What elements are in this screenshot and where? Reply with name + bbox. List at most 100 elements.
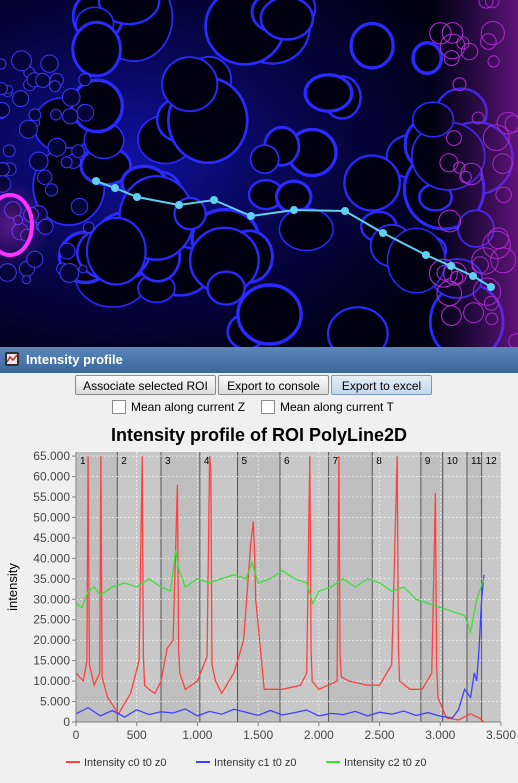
cell xyxy=(343,154,401,212)
roi-point-8[interactable] xyxy=(341,207,349,215)
segment-label: 3 xyxy=(165,456,171,467)
legend-label: Intensity c2 t0 z0 xyxy=(344,757,427,769)
window-title: Intensity profile xyxy=(26,352,123,367)
cell xyxy=(161,56,219,113)
small-cell xyxy=(59,263,80,283)
small-cell xyxy=(28,108,42,122)
microscopy-image[interactable] xyxy=(0,0,518,347)
segment-band xyxy=(199,452,238,722)
cell xyxy=(97,0,161,26)
segment-label: 2 xyxy=(121,456,127,467)
small-cell xyxy=(37,169,53,185)
x-tick-label: 2.000 xyxy=(304,728,334,742)
associate-roi-button[interactable]: Associate selected ROI xyxy=(75,375,216,395)
small-cell xyxy=(21,275,32,285)
mean-t-checkbox-box[interactable] xyxy=(261,399,275,414)
roi-point-13[interactable] xyxy=(487,283,495,291)
y-tick-label: 15.000 xyxy=(33,654,70,668)
x-tick-label: 1.500 xyxy=(243,728,273,742)
export-excel-button[interactable]: Export to excel xyxy=(331,375,432,395)
cell xyxy=(349,21,395,70)
cell xyxy=(278,207,334,252)
roi-image-view[interactable] xyxy=(0,0,518,347)
y-tick-label: 25.000 xyxy=(33,613,70,627)
cell xyxy=(303,73,354,113)
legend-label: Intensity c1 t0 z0 xyxy=(214,757,297,769)
roi-point-12[interactable] xyxy=(469,272,477,280)
roi-point-7[interactable] xyxy=(290,206,298,214)
cell xyxy=(259,0,315,41)
segment-band xyxy=(467,452,482,722)
small-cell xyxy=(62,108,79,125)
small-cell xyxy=(78,264,88,274)
small-cell xyxy=(11,50,32,72)
small-cell xyxy=(0,102,10,118)
x-tick-label: 3.000 xyxy=(425,728,455,742)
x-tick-label: 500 xyxy=(127,728,147,742)
small-cell xyxy=(2,144,16,158)
segment-band xyxy=(481,452,501,722)
small-cell xyxy=(58,242,76,260)
y-tick-label: 65.000 xyxy=(33,449,70,463)
roi-point-9[interactable] xyxy=(379,229,387,237)
roi-point-3[interactable] xyxy=(133,193,141,201)
cell xyxy=(249,144,280,175)
cell xyxy=(326,306,389,347)
segment-label: 1 xyxy=(80,456,86,467)
cell xyxy=(206,270,246,306)
y-tick-label: 30.000 xyxy=(33,592,70,606)
segment-band xyxy=(117,452,161,722)
roi-point-4[interactable] xyxy=(175,201,183,209)
x-tick-label: 1.000 xyxy=(182,728,212,742)
segment-label: 9 xyxy=(425,456,431,467)
small-cell xyxy=(70,197,89,216)
series-line-c2 xyxy=(75,550,485,635)
mean-t-checkbox[interactable]: Mean along current T xyxy=(261,399,394,415)
roi-control-points[interactable] xyxy=(92,177,495,291)
y-tick-label: 55.000 xyxy=(33,490,70,504)
segment-label: 6 xyxy=(284,456,290,467)
roi-point-11[interactable] xyxy=(447,262,455,270)
y-tick-label: 20.000 xyxy=(33,633,70,647)
small-cell xyxy=(76,104,95,122)
x-tick-label: 0 xyxy=(73,728,80,742)
small-cell xyxy=(50,108,62,121)
legend-label: Intensity c0 t0 z0 xyxy=(84,757,167,769)
mean-z-checkbox[interactable]: Mean along current Z xyxy=(112,399,245,415)
export-console-button[interactable]: Export to console xyxy=(218,375,329,395)
roi-point-10[interactable] xyxy=(422,251,430,259)
y-tick-label: 5.000 xyxy=(40,695,70,709)
small-cell xyxy=(47,137,67,157)
roi-point-2[interactable] xyxy=(111,184,119,192)
small-cell xyxy=(82,221,95,234)
window-titlebar[interactable]: Intensity profile xyxy=(0,347,518,373)
roi-point-6[interactable] xyxy=(247,212,255,220)
small-cell xyxy=(49,80,61,93)
y-tick-label: 60.000 xyxy=(33,470,70,484)
segment-label: 12 xyxy=(486,456,498,467)
y-tick-label: 0 xyxy=(63,715,70,729)
cell xyxy=(71,20,122,78)
segment-label: 11 xyxy=(471,456,482,467)
small-cell xyxy=(71,144,85,158)
segment-label: 4 xyxy=(204,456,210,467)
small-cell xyxy=(45,183,59,197)
small-cell xyxy=(40,54,59,73)
small-cell xyxy=(0,82,8,96)
intensity-profile-window: Intensity profile Associate selected ROI… xyxy=(0,347,518,783)
segment-band xyxy=(237,452,280,722)
segment-label: 5 xyxy=(242,456,248,467)
roi-point-1[interactable] xyxy=(92,177,100,185)
mean-t-label: Mean along current T xyxy=(280,400,394,414)
cell xyxy=(236,283,303,346)
app-icon xyxy=(5,352,19,366)
y-tick-label: 45.000 xyxy=(33,531,70,545)
segment-band xyxy=(420,452,443,722)
y-tick-label: 10.000 xyxy=(33,674,70,688)
small-cell xyxy=(18,119,38,139)
small-cell xyxy=(0,162,10,177)
roi-point-5[interactable] xyxy=(210,196,218,204)
small-cell xyxy=(12,90,30,108)
mean-z-checkbox-box[interactable] xyxy=(112,399,126,414)
